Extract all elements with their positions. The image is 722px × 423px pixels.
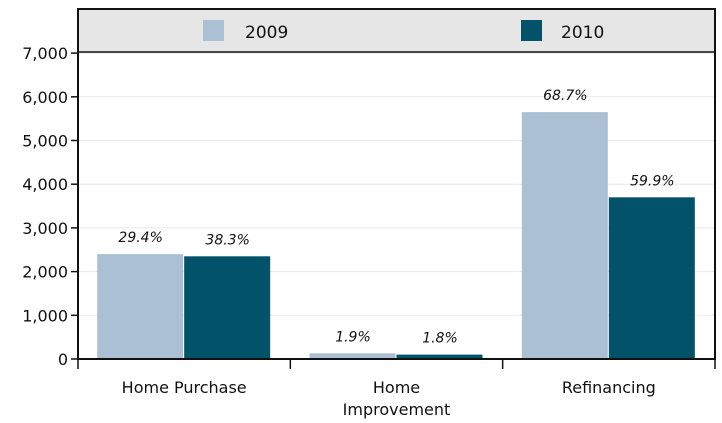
y-tick-label: 6,000 bbox=[22, 88, 68, 107]
bar-2010-home-improvement bbox=[396, 354, 483, 359]
bar-2009-home-purchase bbox=[97, 254, 184, 359]
data-label: 68.7% bbox=[543, 88, 587, 104]
legend-swatch-2009 bbox=[203, 20, 224, 41]
y-tick-label: 4,000 bbox=[22, 175, 68, 194]
y-tick-label: 0 bbox=[58, 350, 68, 369]
tick-labels: 0 1,000 2,000 3,000 4,000 5,000 6,000 7,000 Home… bbox=[22, 44, 656, 419]
bar-2010-refinancing bbox=[608, 197, 695, 359]
bar-2009-home-improvement bbox=[309, 353, 396, 359]
y-tick-label: 5,000 bbox=[22, 132, 68, 151]
data-label: 1.8% bbox=[422, 331, 458, 347]
x-category-label: Home bbox=[373, 378, 420, 397]
data-label: 59.9% bbox=[630, 173, 674, 189]
legend-label-2009: 2009 bbox=[245, 23, 288, 43]
y-tick-label: 7,000 bbox=[22, 44, 68, 63]
legend-swatch-2010 bbox=[521, 20, 542, 41]
legend: 2009 2010 bbox=[78, 9, 715, 52]
axes bbox=[71, 8, 716, 369]
y-tick-label: 1,000 bbox=[22, 306, 68, 325]
data-label: 38.3% bbox=[205, 232, 249, 248]
legend-label-2010: 2010 bbox=[561, 23, 604, 43]
data-label: 1.9% bbox=[335, 329, 371, 345]
bar-2010-home-purchase bbox=[184, 256, 271, 359]
bar-2009-refinancing bbox=[521, 112, 608, 359]
data-label: 29.4% bbox=[118, 230, 162, 246]
data-labels: 29.4% 38.3% 1.9% 1.8% 68.7% 59.9% bbox=[118, 88, 674, 347]
y-tick-label: 2,000 bbox=[22, 263, 68, 282]
x-category-label: Improvement bbox=[343, 400, 451, 419]
x-category-label: Home Purchase bbox=[122, 378, 247, 397]
bars bbox=[97, 112, 695, 359]
y-tick-label: 3,000 bbox=[22, 219, 68, 238]
x-category-label: Refinancing bbox=[562, 378, 656, 397]
legend-band bbox=[78, 9, 715, 52]
